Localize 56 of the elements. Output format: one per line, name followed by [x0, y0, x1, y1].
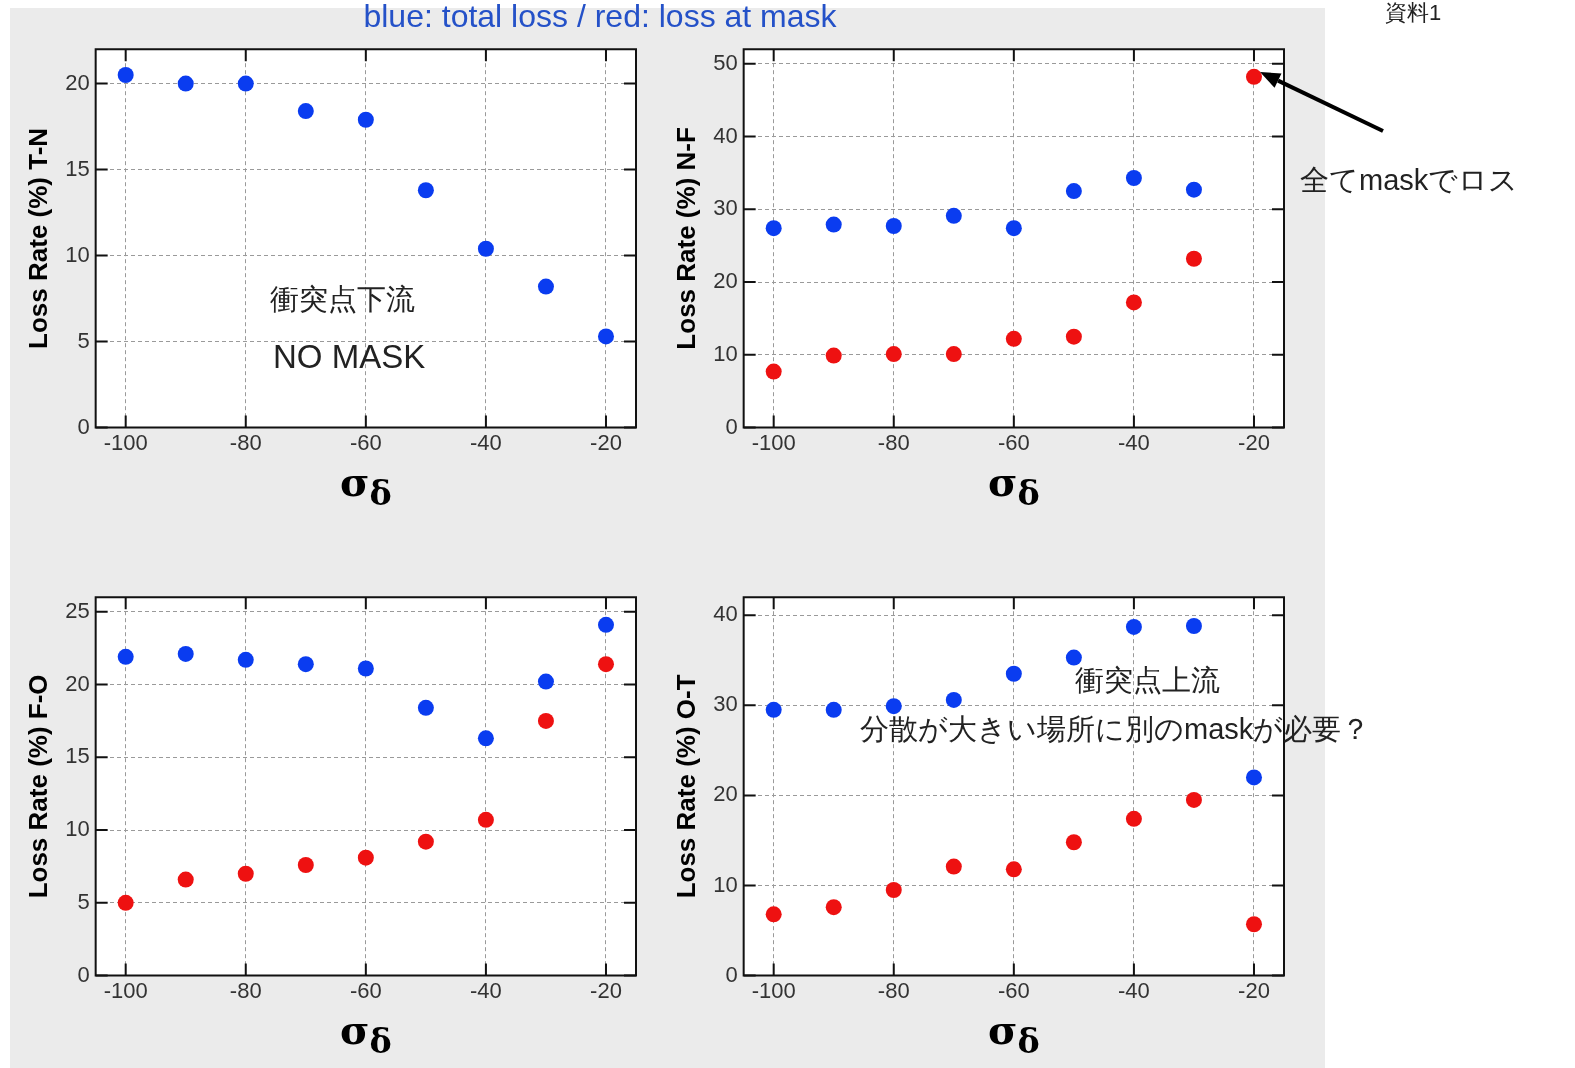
- text: 資料1: [1385, 0, 1442, 26]
- y-tick-label: 20: [65, 670, 90, 696]
- x-axis-title: σ$_{δ}$: [339, 1006, 392, 1061]
- y-tick-label: 10: [713, 871, 738, 897]
- x-tick-label: -100: [103, 977, 148, 1003]
- x-tick-label: -40: [470, 429, 502, 455]
- x-tick-label: -80: [877, 977, 910, 1003]
- y-axis-title: Loss Rate (%) F-O: [22, 674, 53, 899]
- x-tick-label: -100: [103, 429, 148, 455]
- y-tick-label: 40: [713, 601, 738, 627]
- x-tick-label: -80: [877, 429, 910, 455]
- y-tick-label: 10: [65, 816, 90, 842]
- y-tick-label: 20: [65, 69, 90, 95]
- y-axis-title: Loss Rate (%) T-N: [22, 127, 53, 349]
- y-tick-label: 5: [77, 327, 90, 353]
- annotation: NO MASK: [273, 338, 426, 376]
- y-tick-label: 50: [713, 49, 738, 75]
- x-tick-label: -60: [349, 429, 382, 455]
- x-tick-label: -20: [1238, 429, 1270, 455]
- y-tick-label: 0: [77, 961, 90, 987]
- x-axis-title: σ$_{δ}$: [987, 458, 1040, 513]
- chart-title: blue: total loss / red: loss at mask: [363, 0, 837, 34]
- x-axis-title: σ$_{δ}$: [987, 1006, 1040, 1061]
- y-tick-label: 40: [713, 122, 738, 148]
- y-tick-label: 10: [65, 241, 90, 267]
- y-tick-label: 30: [713, 195, 738, 221]
- annotation: 衝突点上流: [1075, 664, 1220, 698]
- y-tick-label: 15: [65, 155, 90, 181]
- x-tick-label: -80: [229, 977, 262, 1003]
- x-tick-label: -40: [1118, 977, 1150, 1003]
- y-tick-label: 5: [77, 888, 90, 914]
- y-tick-label: 25: [65, 597, 90, 623]
- x-tick-label: -20: [590, 977, 622, 1003]
- y-axis-title: Loss Rate (%) N-F: [670, 127, 701, 350]
- x-tick-label: -20: [590, 429, 622, 455]
- x-tick-label: -40: [1118, 429, 1150, 455]
- x-axis-title: σ$_{δ}$: [339, 458, 392, 513]
- y-tick-label: 15: [65, 743, 90, 769]
- x-tick-label: -60: [997, 429, 1030, 455]
- y-tick-label: 0: [725, 413, 738, 439]
- x-tick-label: -60: [997, 977, 1030, 1003]
- y-tick-label: 0: [77, 413, 90, 439]
- x-tick-label: -40: [470, 977, 502, 1003]
- x-tick-label: -100: [751, 977, 796, 1003]
- y-tick-label: 10: [713, 340, 738, 366]
- x-tick-label: -80: [229, 429, 262, 455]
- x-tick-label: -60: [349, 977, 382, 1003]
- y-axis-title: Loss Rate (%) O-T: [670, 674, 701, 899]
- annotation: 衝突点下流: [270, 283, 415, 317]
- y-tick-label: 30: [713, 691, 738, 717]
- y-tick-label: 0: [725, 961, 738, 987]
- y-tick-label: 20: [713, 781, 738, 807]
- text: 全てmaskでロス: [1300, 164, 1519, 198]
- y-tick-label: 20: [713, 268, 738, 294]
- x-tick-label: -20: [1238, 977, 1270, 1003]
- x-tick-label: -100: [751, 429, 796, 455]
